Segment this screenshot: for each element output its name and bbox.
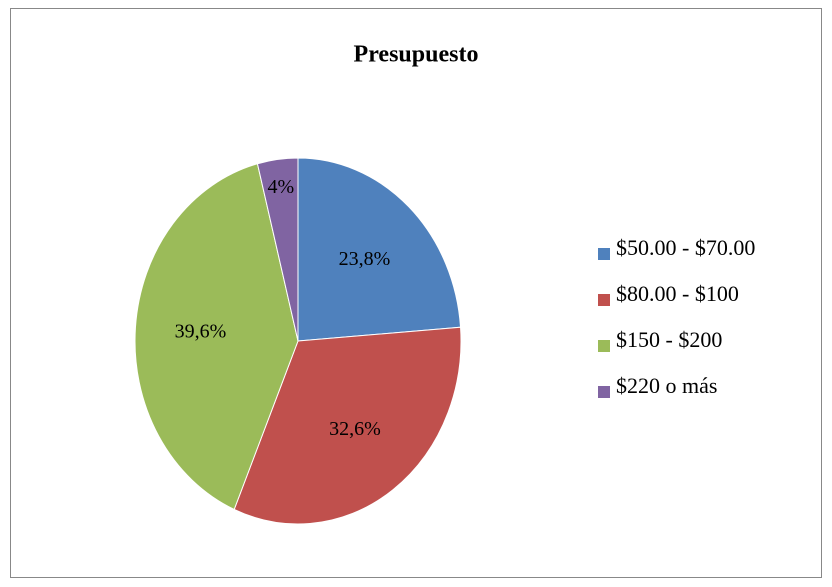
legend-label: $50.00 - $70.00 [616,235,756,260]
pie-slice [233,326,462,525]
legend-swatch [598,294,610,306]
data-label: 32,6% [329,418,381,440]
legend-entry: $150 - $200 [598,327,788,352]
data-label: 39,6% [175,320,227,342]
pie-slice [134,163,299,511]
legend-swatch [598,248,610,260]
legend-label: $220 o más [616,373,718,398]
legend: $50.00 - $70.00 $80.00 - $100 $150 - $200 $… [598,235,788,422]
legend-label: $80.00 - $100 [616,281,739,306]
legend-swatch [598,340,610,352]
pie-slice [256,157,299,342]
legend-entry: $220 o más [598,373,788,398]
data-label: 4% [268,176,295,198]
legend-entry: $50.00 - $70.00 [598,235,788,260]
chart-title: Presupuesto [354,42,479,68]
data-label: 23,8% [339,248,391,270]
pie-slice [297,157,462,342]
legend-label: $150 - $200 [616,327,723,352]
legend-entry: $80.00 - $100 [598,281,788,306]
legend-swatch [598,386,610,398]
